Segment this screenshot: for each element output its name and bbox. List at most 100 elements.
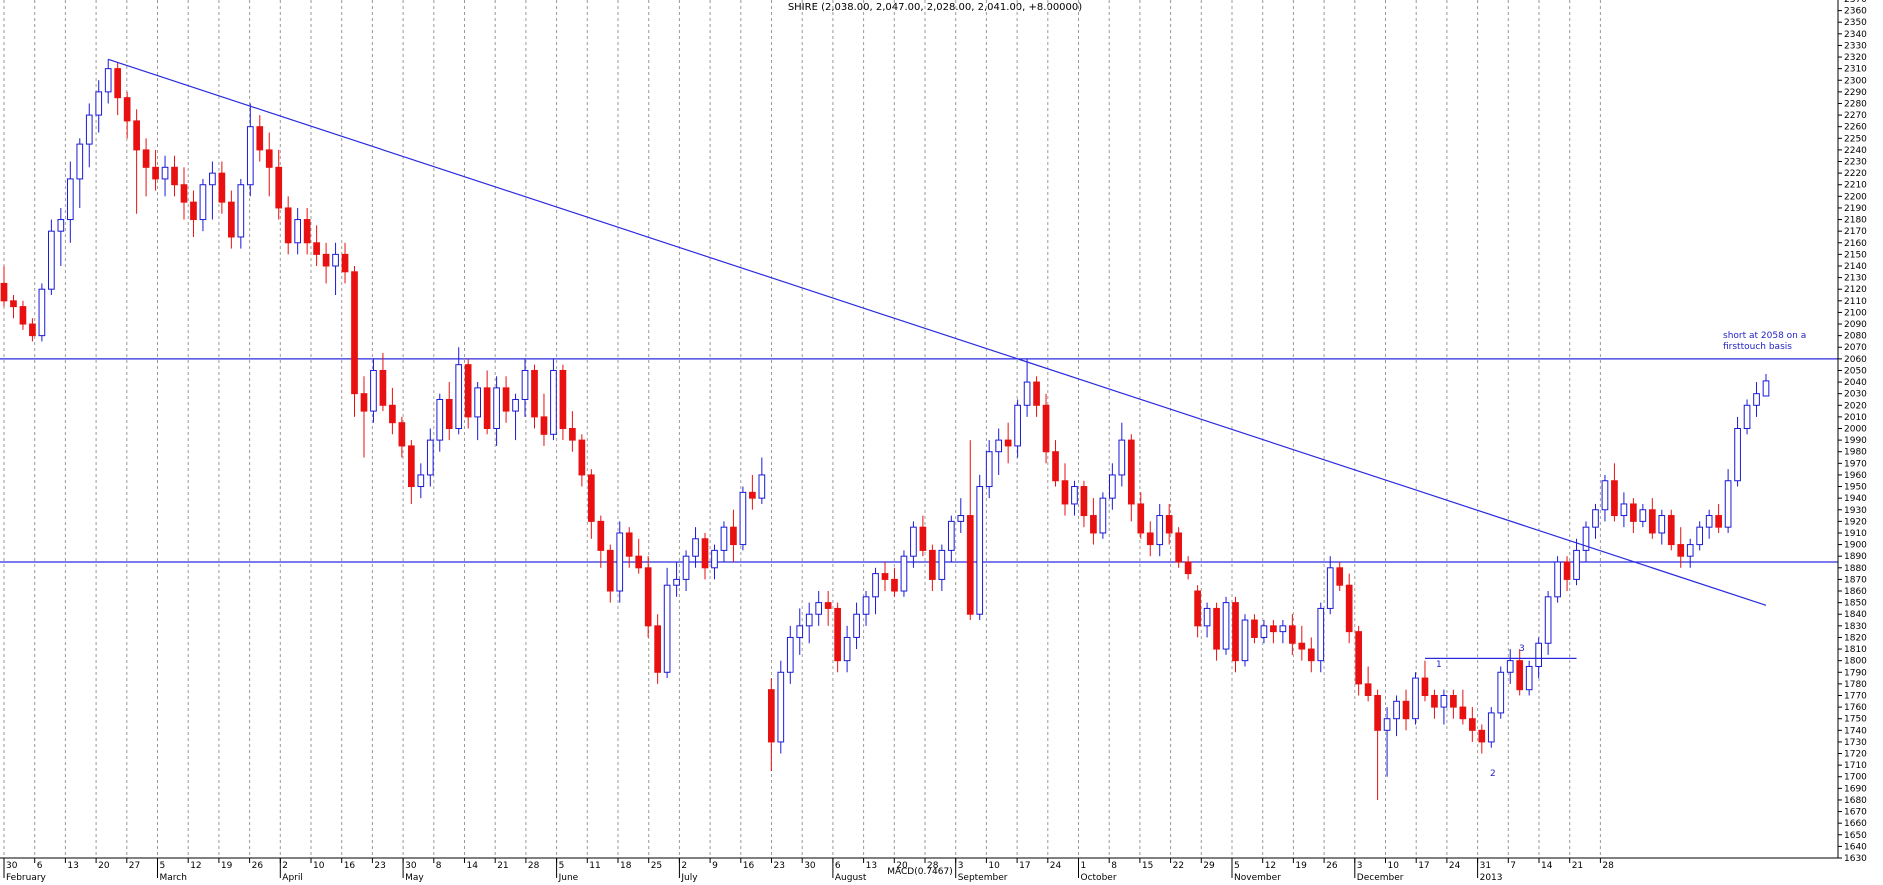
candle-body [711,549,718,569]
y-tick-label: 1700 [1844,773,1867,783]
y-tick-label: 1660 [1844,819,1867,829]
candle-body [1535,642,1542,667]
candle-body [1639,509,1647,522]
candle-body [1080,486,1088,517]
candle-body [502,387,510,412]
x-tick-label: 9 [712,861,718,871]
candle-body [104,68,112,93]
y-tick-label: 2330 [1844,41,1867,51]
candle-body [1004,439,1012,447]
candle-body [805,613,813,627]
x-tick-label: 16 [743,861,755,871]
y-tick-label: 1850 [1844,599,1867,609]
y-tick-label: 2170 [1844,227,1867,237]
x-tick-label: 29 [1203,861,1215,871]
month-label: December [1357,873,1404,883]
x-tick-label: 17 [1418,861,1429,871]
candle-body [389,404,396,424]
y-tick-label: 2150 [1844,250,1867,260]
y-tick-label: 2130 [1844,274,1867,284]
candle-body [767,689,775,743]
y-tick-label: 1780 [1844,680,1867,690]
candle-body [1421,677,1429,696]
candle-body [512,398,519,412]
y-tick-label: 1690 [1844,784,1867,794]
candle-body [692,538,699,557]
candle-body [76,143,84,180]
candle-body [332,253,339,267]
candle-body [436,398,444,441]
candles [0,59,1770,800]
y-tick-label: 2120 [1844,285,1867,295]
x-tick-label: 28 [528,861,540,871]
candle-body [1554,561,1561,598]
y-tick-label: 1670 [1844,808,1867,818]
candle-body [701,538,709,569]
x-tick-label: 17 [1019,861,1030,871]
candle-body [1023,381,1031,406]
candle-body [1345,584,1353,633]
candle-body [265,149,273,168]
month-label: May [405,873,424,883]
candle-body [616,532,624,592]
x-tick-label: 7 [1510,861,1516,871]
candle-body [408,445,415,488]
y-tick-label: 2070 [1844,343,1867,353]
candle-body [19,306,27,325]
candle-body [1667,515,1675,546]
x-tick-label: 13 [866,861,877,871]
y-tick-label: 2110 [1844,297,1867,307]
candle-body [1648,509,1656,534]
y-tick-label: 1640 [1844,842,1867,852]
candle-body [256,126,264,151]
candle-body [1194,590,1201,627]
candle-body [360,393,368,412]
x-tick-label: 24 [1449,861,1461,871]
y-tick-label: 2270 [1844,111,1867,121]
candle-body [48,230,55,290]
candle-body [872,573,879,598]
x-tick-label: 8 [436,861,442,871]
candle-body [1184,561,1192,575]
x-tick-label: 19 [221,861,233,871]
x-tick-label: 30 [6,861,18,871]
candle-body [1042,404,1050,453]
candle-body [190,201,197,221]
y-tick-label: 2210 [1844,181,1867,191]
candle-body [730,526,737,546]
candle-body [853,613,860,638]
y-tick-label: 1680 [1844,796,1867,806]
candle-body [133,120,140,151]
x-tick-label: 10 [1388,861,1400,871]
month-label: 2013 [1480,873,1503,883]
candle-body [1582,526,1590,551]
candle-body [95,91,103,116]
candle-body [843,636,851,662]
x-tick-label: 3 [958,861,964,871]
x-tick-label: 10 [313,861,325,871]
y-tick-label: 2300 [1844,76,1867,86]
x-tick-label: 28 [927,861,939,871]
y-tick-label: 2340 [1844,30,1867,40]
trend-lines [108,58,1767,659]
x-tick-label: 21 [497,861,508,871]
candle-body [1260,625,1268,638]
y-tick-label: 1900 [1844,541,1867,551]
candle-body [474,387,481,418]
candle-body [1279,625,1287,633]
y-tick-label: 2060 [1844,355,1867,365]
candle-body [237,184,245,238]
candle-body [1544,596,1552,644]
candle-body [540,416,548,435]
y-tick-label: 2200 [1844,192,1867,202]
candle-body [1099,497,1107,534]
candle-body [1364,683,1372,696]
candle-body [294,219,302,244]
x-tick-label: 26 [1326,861,1338,871]
candle-body [786,636,794,673]
candle-body [29,323,36,337]
x-tick-label: 15 [1142,861,1153,871]
candle-body [749,491,756,499]
candle-body [1241,619,1249,662]
